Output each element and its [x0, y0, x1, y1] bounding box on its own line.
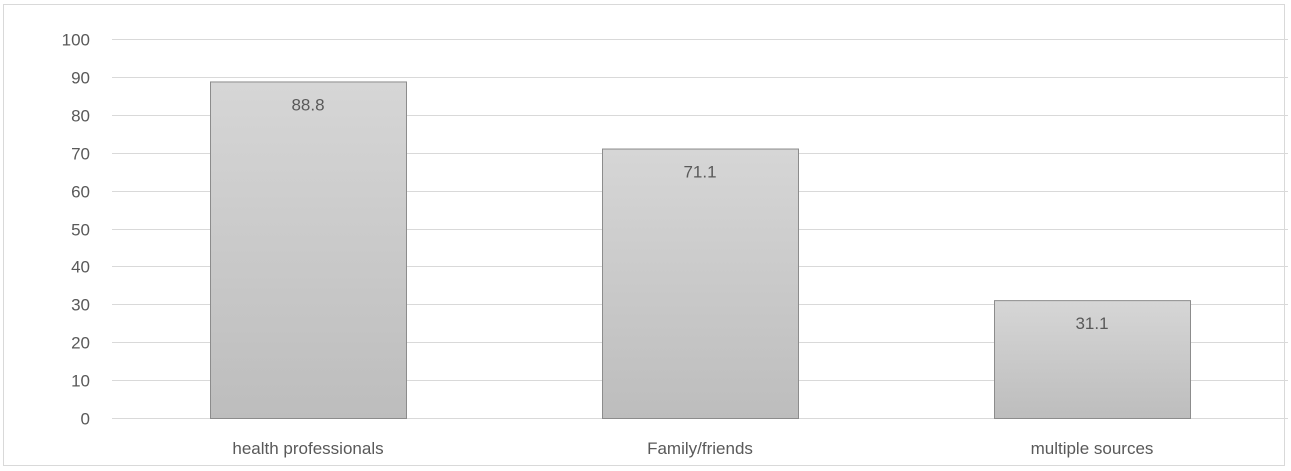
y-tick-label: 10: [71, 372, 90, 391]
bar: [602, 148, 799, 419]
y-tick-label: 0: [81, 410, 90, 429]
y-tick-label: 70: [71, 145, 90, 164]
data-label: 71.1: [683, 163, 716, 182]
y-tick-label: 40: [71, 258, 90, 277]
data-labels: 88.8 71.1 31.1: [291, 95, 1108, 333]
y-tick-label: 50: [71, 221, 90, 240]
y-tick-label: 60: [71, 183, 90, 202]
y-tick-label: 20: [71, 334, 90, 353]
bars: [210, 81, 1191, 420]
x-tick-label: Family/friends: [647, 439, 753, 458]
x-tick-label: health professionals: [232, 439, 383, 458]
data-label: 88.8: [291, 95, 324, 114]
data-label: 31.1: [1075, 314, 1108, 333]
bar: [994, 300, 1191, 420]
y-tick-label: 30: [71, 296, 90, 315]
y-tick-label: 100: [62, 31, 90, 50]
y-tick-label: 80: [71, 107, 90, 126]
y-axis-tick-labels: 0 10 20 30 40 50 60 70 80 90 100: [62, 31, 90, 429]
x-tick-label: multiple sources: [1031, 439, 1154, 458]
bar: [210, 81, 407, 419]
x-axis-tick-labels: health professionals Family/friends multip…: [232, 439, 1153, 458]
y-tick-label: 90: [71, 69, 90, 88]
